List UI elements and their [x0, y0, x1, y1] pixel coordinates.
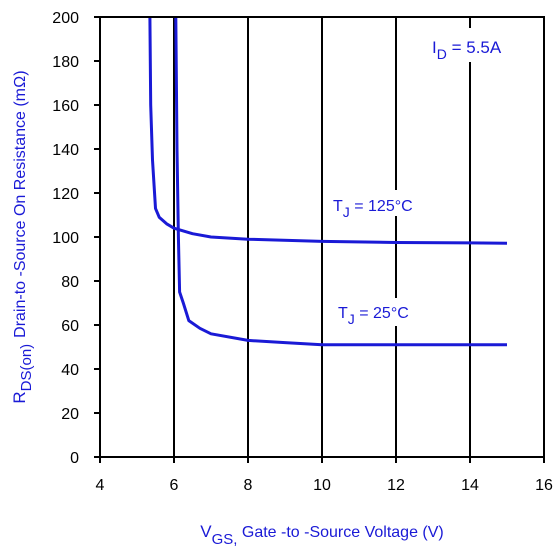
condition-label-sub: D	[437, 46, 447, 62]
y-tick-label-20: 20	[61, 406, 79, 423]
y-axis-label-rest: Drain-to -Source On Resistance (mΩ)	[12, 70, 29, 337]
y-tick-label-200: 200	[52, 10, 79, 27]
y-axis-label: RDS(on) Drain-to -Source On Resistance (m…	[10, 70, 35, 403]
x-axis-label-main: V	[200, 522, 212, 541]
y-tick-label-0: 0	[70, 450, 79, 467]
t125-label-main: T	[333, 198, 343, 215]
y-tick-label-120: 120	[52, 186, 79, 203]
y-tick-label-140: 140	[52, 142, 79, 159]
x-tick-label-4: 4	[96, 477, 105, 494]
t25-label-rest: = 25°C	[355, 305, 409, 322]
t125-label-sub: J	[343, 204, 350, 220]
t25-label-main: T	[338, 305, 348, 322]
x-axis-label-sub: GS,	[212, 531, 238, 548]
condition-label-rest: = 5.5A	[447, 38, 502, 57]
y-tick-label-40: 40	[61, 362, 79, 379]
y-tick-label-60: 60	[61, 318, 79, 335]
y-tick-label-180: 180	[52, 54, 79, 71]
y-tick-label-80: 80	[61, 274, 79, 291]
x-tick-label-16: 16	[535, 477, 553, 494]
y-tick-label-160: 160	[52, 98, 79, 115]
x-axis-label-rest: Gate -to -Source Voltage (V)	[237, 524, 443, 541]
x-tick-label-8: 8	[244, 477, 253, 494]
y-axis-label-sub: DS(on)	[18, 344, 35, 392]
y-axis-label-main: R	[10, 391, 29, 403]
x-tick-label-6: 6	[170, 477, 179, 494]
series-layer	[150, 17, 507, 345]
series-line-1	[176, 17, 507, 345]
t125-label-rest: = 125°C	[350, 198, 413, 215]
x-tick-label-10: 10	[313, 477, 331, 494]
y-tick-label-100: 100	[52, 230, 79, 247]
x-tick-label-12: 12	[387, 477, 405, 494]
t25-label-sub: J	[348, 311, 355, 327]
x-axis-label: VGS, Gate -to -Source Voltage (V)	[200, 522, 444, 548]
x-tick-label-14: 14	[461, 477, 479, 494]
